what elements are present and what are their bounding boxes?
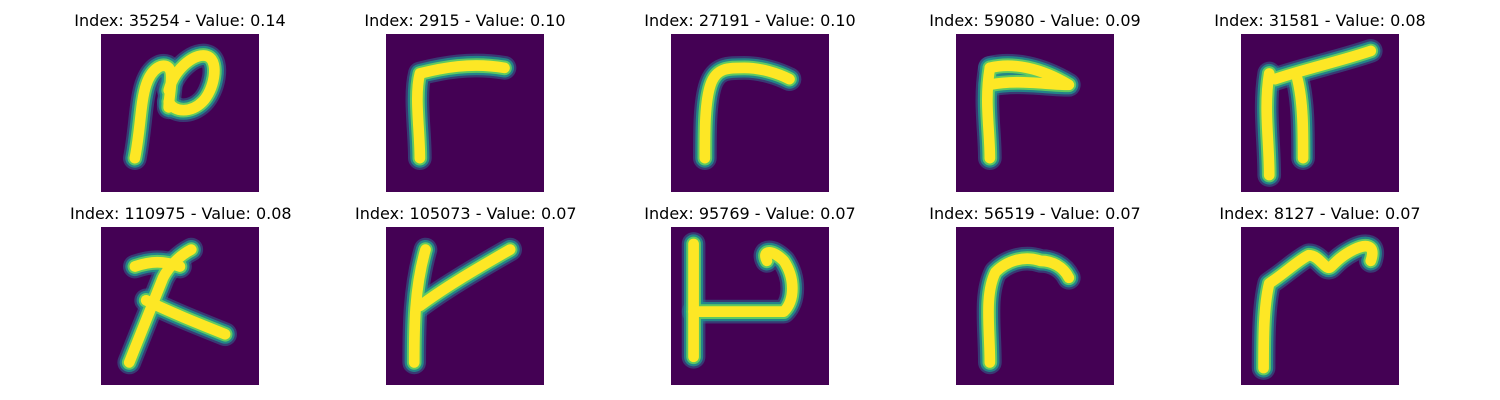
panel: Index: 35254 - Value: 0.14 [70,10,290,200]
glyph-stroke [412,60,510,164]
panel: Index: 105073 - Value: 0.07 [355,203,577,393]
panel: Index: 27191 - Value: 0.10 [640,10,860,200]
panel-title: Index: 2915 - Value: 0.10 [364,11,566,30]
glyph-stroke [1292,73,1309,164]
glyph-stroke [129,256,186,272]
glyph-stroke [163,50,220,116]
panel: Index: 59080 - Value: 0.09 [925,10,1145,200]
panel-title: Index: 59080 - Value: 0.09 [929,11,1141,30]
handwritten-glyph-image [671,227,829,385]
handwritten-glyph-image [671,34,829,192]
panel: Index: 2915 - Value: 0.10 [355,10,575,200]
panel-title: Index: 110975 - Value: 0.08 [70,204,292,223]
glyph-stroke [1269,45,1377,85]
glyph-stroke [984,60,1075,91]
glyph-stroke [123,244,197,368]
panel-title: Index: 95769 - Value: 0.07 [644,204,856,223]
panel: Index: 31581 - Value: 0.08 [1210,10,1430,200]
handwritten-glyph-image [386,34,544,192]
handwritten-glyph-image [101,227,259,385]
panel: Index: 56519 - Value: 0.07 [925,203,1145,393]
panel-title: Index: 27191 - Value: 0.10 [644,11,856,30]
glyph-stroke [1258,240,1378,374]
glyph-stroke [140,294,231,340]
handwritten-glyph-image [956,34,1114,192]
glyph-stroke [982,62,996,164]
handwritten-glyph-image [956,227,1114,385]
panel-title: Index: 56519 - Value: 0.07 [929,204,1141,223]
glyph-stroke [983,253,1075,368]
glyph-stroke [414,244,516,312]
glyph-stroke [1261,68,1275,181]
panel-title: Index: 105073 - Value: 0.07 [355,204,577,223]
handwritten-glyph-image [101,34,259,192]
glyph-stroke [699,62,795,164]
glyph-stroke [688,247,798,318]
handwritten-glyph-image [386,227,544,385]
panel: Index: 95769 - Value: 0.07 [640,203,860,393]
panel-title: Index: 35254 - Value: 0.14 [74,11,286,30]
panel-title: Index: 8127 - Value: 0.07 [1219,204,1421,223]
panel: Index: 110975 - Value: 0.08 [70,203,292,393]
panel: Index: 8127 - Value: 0.07 [1210,203,1430,393]
panel-title: Index: 31581 - Value: 0.08 [1214,11,1426,30]
handwritten-glyph-image [1241,227,1399,385]
handwritten-glyph-image [1241,34,1399,192]
